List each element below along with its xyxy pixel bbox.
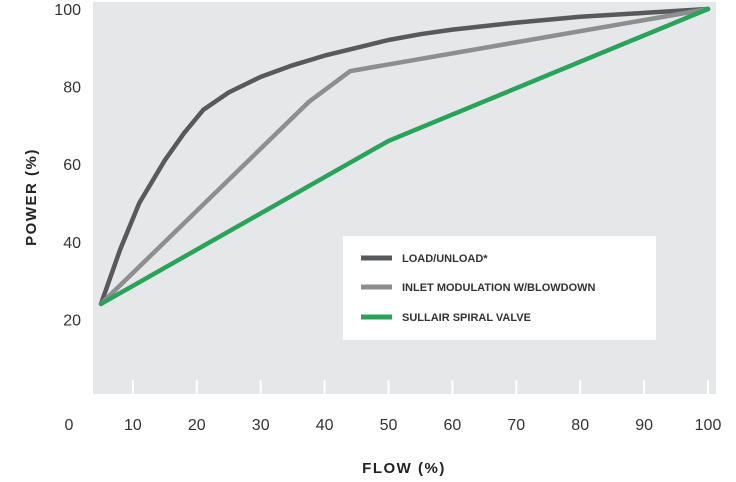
legend-label-load-unload: LOAD/UNLOAD* — [402, 253, 488, 265]
x-tick-label: 40 — [316, 417, 334, 434]
x-tick-label: 50 — [380, 417, 398, 434]
legend: LOAD/UNLOAD* INLET MODULATION W/BLOWDOWN… — [343, 236, 656, 340]
series-lines — [98, 6, 711, 307]
legend-box — [343, 236, 656, 340]
legend-label-inlet-modulation: INLET MODULATION W/BLOWDOWN — [402, 282, 596, 294]
y-tick-label: 20 — [63, 312, 81, 329]
x-tick-label: 100 — [695, 417, 722, 434]
series-line-1 — [98, 6, 711, 307]
y-tick-labels: 20 40 60 80 100 — [54, 2, 81, 329]
x-tick-label: 60 — [444, 417, 462, 434]
y-axis-title: POWER (%) — [23, 148, 40, 246]
x-tick-marks — [131, 380, 709, 394]
x-tick-label: 10 — [124, 417, 142, 434]
y-tick-label: 40 — [63, 235, 81, 252]
x-tick-label: 20 — [188, 417, 206, 434]
series-line-0 — [98, 6, 711, 307]
x-axis-title: FLOW (%) — [362, 460, 446, 477]
y-tick-label: 60 — [63, 157, 81, 174]
x-tick-label: 90 — [635, 417, 653, 434]
legend-label-sullair-spiral-valve: SULLAIR SPIRAL VALVE — [402, 312, 531, 324]
x-tick-label: 70 — [507, 417, 525, 434]
x-tick-label: 30 — [252, 417, 270, 434]
x-tick-label: 80 — [571, 417, 589, 434]
y-tick-label: 80 — [63, 80, 81, 97]
y-tick-label: 100 — [54, 2, 81, 19]
x-tick-labels: 0 10 20 30 40 50 60 70 80 90 100 — [65, 417, 722, 434]
x-tick-label: 0 — [65, 417, 74, 434]
series-line-2 — [98, 6, 711, 307]
